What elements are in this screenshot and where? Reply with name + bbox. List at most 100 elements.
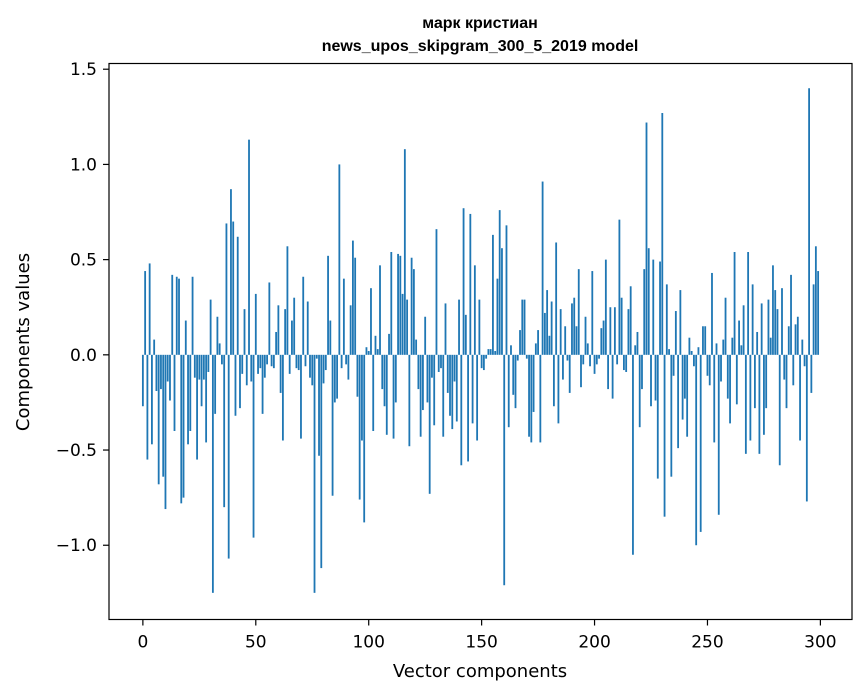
bar-series — [141, 88, 820, 593]
bar-224 — [647, 248, 650, 355]
bar-15 — [175, 276, 178, 355]
bar-170 — [525, 354, 528, 359]
bar-129 — [433, 354, 436, 426]
bar-117 — [406, 299, 409, 355]
bar-296 — [810, 354, 813, 393]
bar-6 — [155, 354, 158, 392]
bar-225 — [650, 354, 652, 407]
bar-134 — [444, 303, 447, 355]
bar-127 — [428, 354, 431, 494]
bar-167 — [519, 330, 521, 355]
bar-126 — [426, 354, 429, 403]
bar-12 — [169, 354, 171, 401]
bar-17 — [180, 354, 183, 504]
bar-264 — [738, 320, 740, 355]
bar-217 — [632, 354, 634, 555]
bar-108 — [385, 354, 388, 435]
bar-274 — [760, 303, 763, 355]
bar-13 — [171, 274, 174, 355]
y-axis-ticks: −1.0 −0.5 0.0 0.5 1.0 1.5 — [56, 60, 109, 556]
bar-155 — [492, 234, 494, 355]
bar-153 — [487, 349, 490, 355]
bar-125 — [424, 316, 427, 355]
bar-290 — [796, 316, 799, 355]
bar-110 — [390, 252, 393, 355]
bar-276 — [765, 354, 768, 409]
bar-9 — [162, 354, 165, 477]
bar-182 — [552, 354, 555, 407]
bar-29 — [207, 354, 210, 372]
bar-273 — [758, 354, 761, 454]
y-tick-label: 0.0 — [70, 346, 97, 366]
bar-56 — [268, 282, 271, 355]
bar-199 — [591, 271, 594, 355]
bar-7 — [157, 354, 160, 485]
bar-121 — [415, 339, 418, 355]
bar-33 — [216, 316, 219, 355]
bar-100 — [367, 351, 370, 355]
bar-231 — [663, 354, 666, 517]
bar-22 — [191, 276, 194, 355]
bar-263 — [735, 354, 738, 405]
bar-104 — [376, 349, 379, 355]
bar-71 — [302, 276, 305, 355]
bar-106 — [381, 354, 384, 390]
bar-187 — [564, 326, 567, 355]
bar-23 — [193, 354, 196, 378]
bar-232 — [665, 284, 668, 355]
bar-237 — [677, 354, 680, 449]
bar-48 — [250, 354, 253, 382]
bar-18 — [182, 354, 185, 498]
bar-141 — [460, 354, 463, 466]
bar-132 — [440, 354, 442, 369]
y-tick-label: −0.5 — [56, 441, 97, 461]
bar-4 — [151, 354, 153, 445]
bar-174 — [534, 343, 537, 355]
bar-139 — [455, 354, 458, 422]
bar-194 — [580, 354, 582, 388]
bar-294 — [805, 354, 808, 502]
bar-282 — [778, 354, 781, 466]
bar-37 — [225, 223, 228, 355]
bar-240 — [683, 354, 686, 399]
bar-36 — [223, 354, 226, 508]
bar-252 — [711, 272, 713, 355]
bar-27 — [202, 354, 205, 380]
bar-44 — [241, 354, 244, 374]
x-axis-label: Vector components — [393, 661, 567, 682]
bar-284 — [783, 354, 786, 380]
bar-149 — [478, 299, 481, 355]
bar-114 — [399, 255, 402, 355]
bar-178 — [543, 312, 546, 355]
bar-256 — [720, 354, 722, 382]
bar-30 — [209, 299, 212, 355]
bar-235 — [672, 354, 675, 376]
bar-185 — [559, 309, 562, 355]
bar-130 — [435, 229, 438, 355]
bar-285 — [785, 354, 788, 409]
bar-214 — [625, 354, 628, 372]
bar-120 — [412, 269, 415, 355]
bar-270 — [751, 284, 754, 355]
bar-198 — [589, 354, 591, 367]
bar-152 — [485, 354, 488, 359]
bar-88 — [340, 354, 343, 369]
bar-254 — [715, 343, 718, 355]
bar-3 — [148, 263, 151, 355]
bar-186 — [562, 354, 564, 380]
x-tick-label: 250 — [691, 633, 723, 653]
chart-subtitle: news_upos_skipgram_300_5_2019 model — [322, 38, 639, 55]
bar-245 — [695, 354, 698, 546]
bar-208 — [611, 354, 614, 399]
bar-260 — [729, 354, 731, 424]
bar-206 — [607, 354, 609, 390]
bar-222 — [643, 269, 646, 355]
bar-1 — [144, 271, 147, 355]
bar-246 — [697, 347, 700, 355]
bar-249 — [704, 326, 707, 355]
bar-165 — [514, 354, 517, 409]
bar-195 — [582, 354, 585, 365]
bar-66 — [291, 320, 293, 355]
bar-233 — [668, 349, 670, 355]
bar-82 — [327, 255, 329, 355]
